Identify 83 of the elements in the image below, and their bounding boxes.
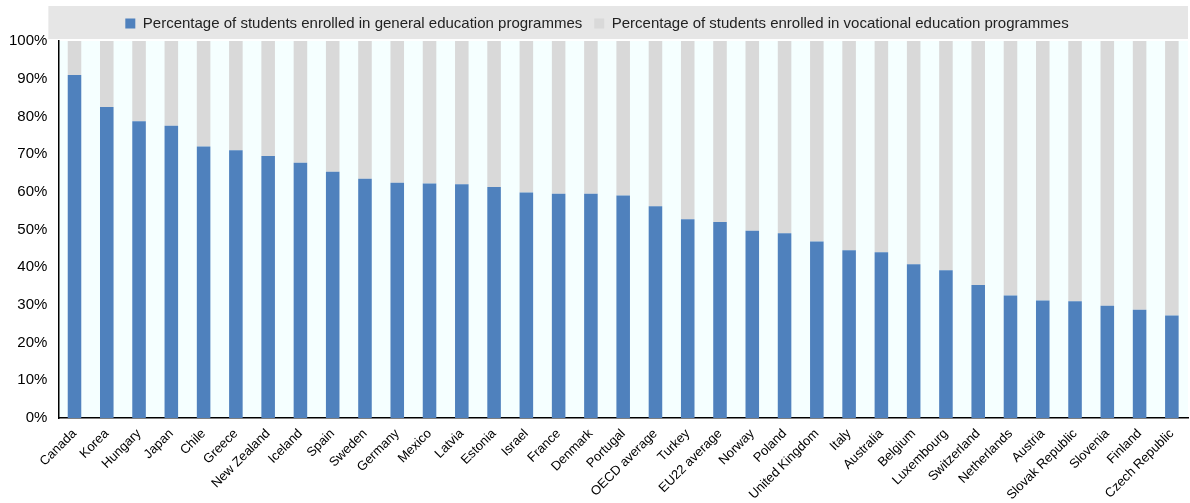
bar: [1132, 41, 1147, 310]
bar: [777, 41, 792, 234]
y-tick-label: 70%: [17, 144, 48, 162]
bar: [1035, 41, 1050, 301]
bar: [584, 41, 598, 194]
bar: [390, 182, 405, 419]
bar: [680, 219, 695, 419]
bar: [229, 150, 243, 419]
bar: [584, 193, 598, 419]
y-tick-label: 20%: [17, 332, 48, 350]
legend-label: Percentage of students enrolled in general education programmes: [142, 13, 583, 31]
bar: [842, 41, 856, 251]
bar: [422, 41, 437, 184]
bar: [810, 41, 824, 242]
bar: [293, 162, 308, 419]
bar: [132, 121, 146, 419]
bar: [1100, 41, 1115, 306]
bar: [487, 186, 501, 419]
bar: [971, 284, 985, 419]
bar: [67, 41, 82, 75]
bar: [1068, 41, 1082, 302]
bar: [1165, 41, 1179, 316]
bar: [1003, 41, 1018, 296]
bar: [810, 241, 824, 419]
bar: [132, 41, 146, 122]
bar: [358, 41, 372, 179]
bar: [487, 41, 501, 187]
y-tick-label: 90%: [17, 68, 48, 86]
bar: [842, 250, 856, 419]
bar: [1132, 309, 1147, 419]
bar: [67, 74, 82, 419]
bar: [906, 41, 921, 265]
y-tick-label: 50%: [17, 219, 48, 237]
bar: [325, 171, 340, 419]
bar: [939, 270, 953, 419]
y-tick-label: 100%: [8, 31, 48, 49]
bar: [551, 193, 566, 419]
bar: [100, 106, 114, 419]
bar: [551, 41, 566, 194]
bar: [874, 252, 889, 419]
bar: [680, 41, 695, 220]
bar: [455, 184, 469, 419]
bar: [713, 221, 727, 419]
y-tick-label: 40%: [17, 257, 48, 275]
bar: [358, 178, 372, 419]
bar: [196, 41, 211, 147]
y-tick-label: 30%: [17, 295, 48, 313]
bar: [1068, 301, 1082, 419]
bar: [164, 125, 179, 419]
legend-label: Percentage of students enrolled in vocational education programmes: [611, 13, 1069, 31]
bar: [1003, 295, 1018, 419]
bar: [325, 41, 340, 172]
bar: [713, 41, 727, 222]
bar: [939, 41, 953, 271]
y-tick-label: 60%: [17, 181, 48, 199]
y-tick-label: 10%: [17, 370, 48, 388]
bar: [745, 41, 760, 231]
bar: [519, 41, 534, 193]
bar: [519, 192, 534, 419]
bar: [261, 156, 275, 419]
bar: [906, 264, 921, 419]
bar: [164, 41, 179, 126]
bar: [390, 41, 405, 183]
y-tick-label: 0%: [25, 408, 48, 426]
bar: [648, 206, 663, 419]
y-tick-label: 80%: [17, 106, 48, 124]
bar: [455, 41, 469, 185]
bar: [261, 41, 275, 156]
bar: [1035, 300, 1050, 419]
bar: [616, 41, 630, 196]
bar: [422, 183, 437, 419]
bar: [229, 41, 243, 151]
bar: [293, 41, 308, 163]
bar: [100, 41, 114, 107]
bar: [1100, 305, 1115, 419]
bar: [745, 230, 760, 419]
bar: [1165, 315, 1179, 419]
bar: [777, 233, 792, 419]
bar: [616, 195, 630, 419]
bar: [648, 41, 663, 207]
bar: [196, 146, 211, 419]
bar: [874, 41, 889, 253]
bar: [971, 41, 985, 285]
